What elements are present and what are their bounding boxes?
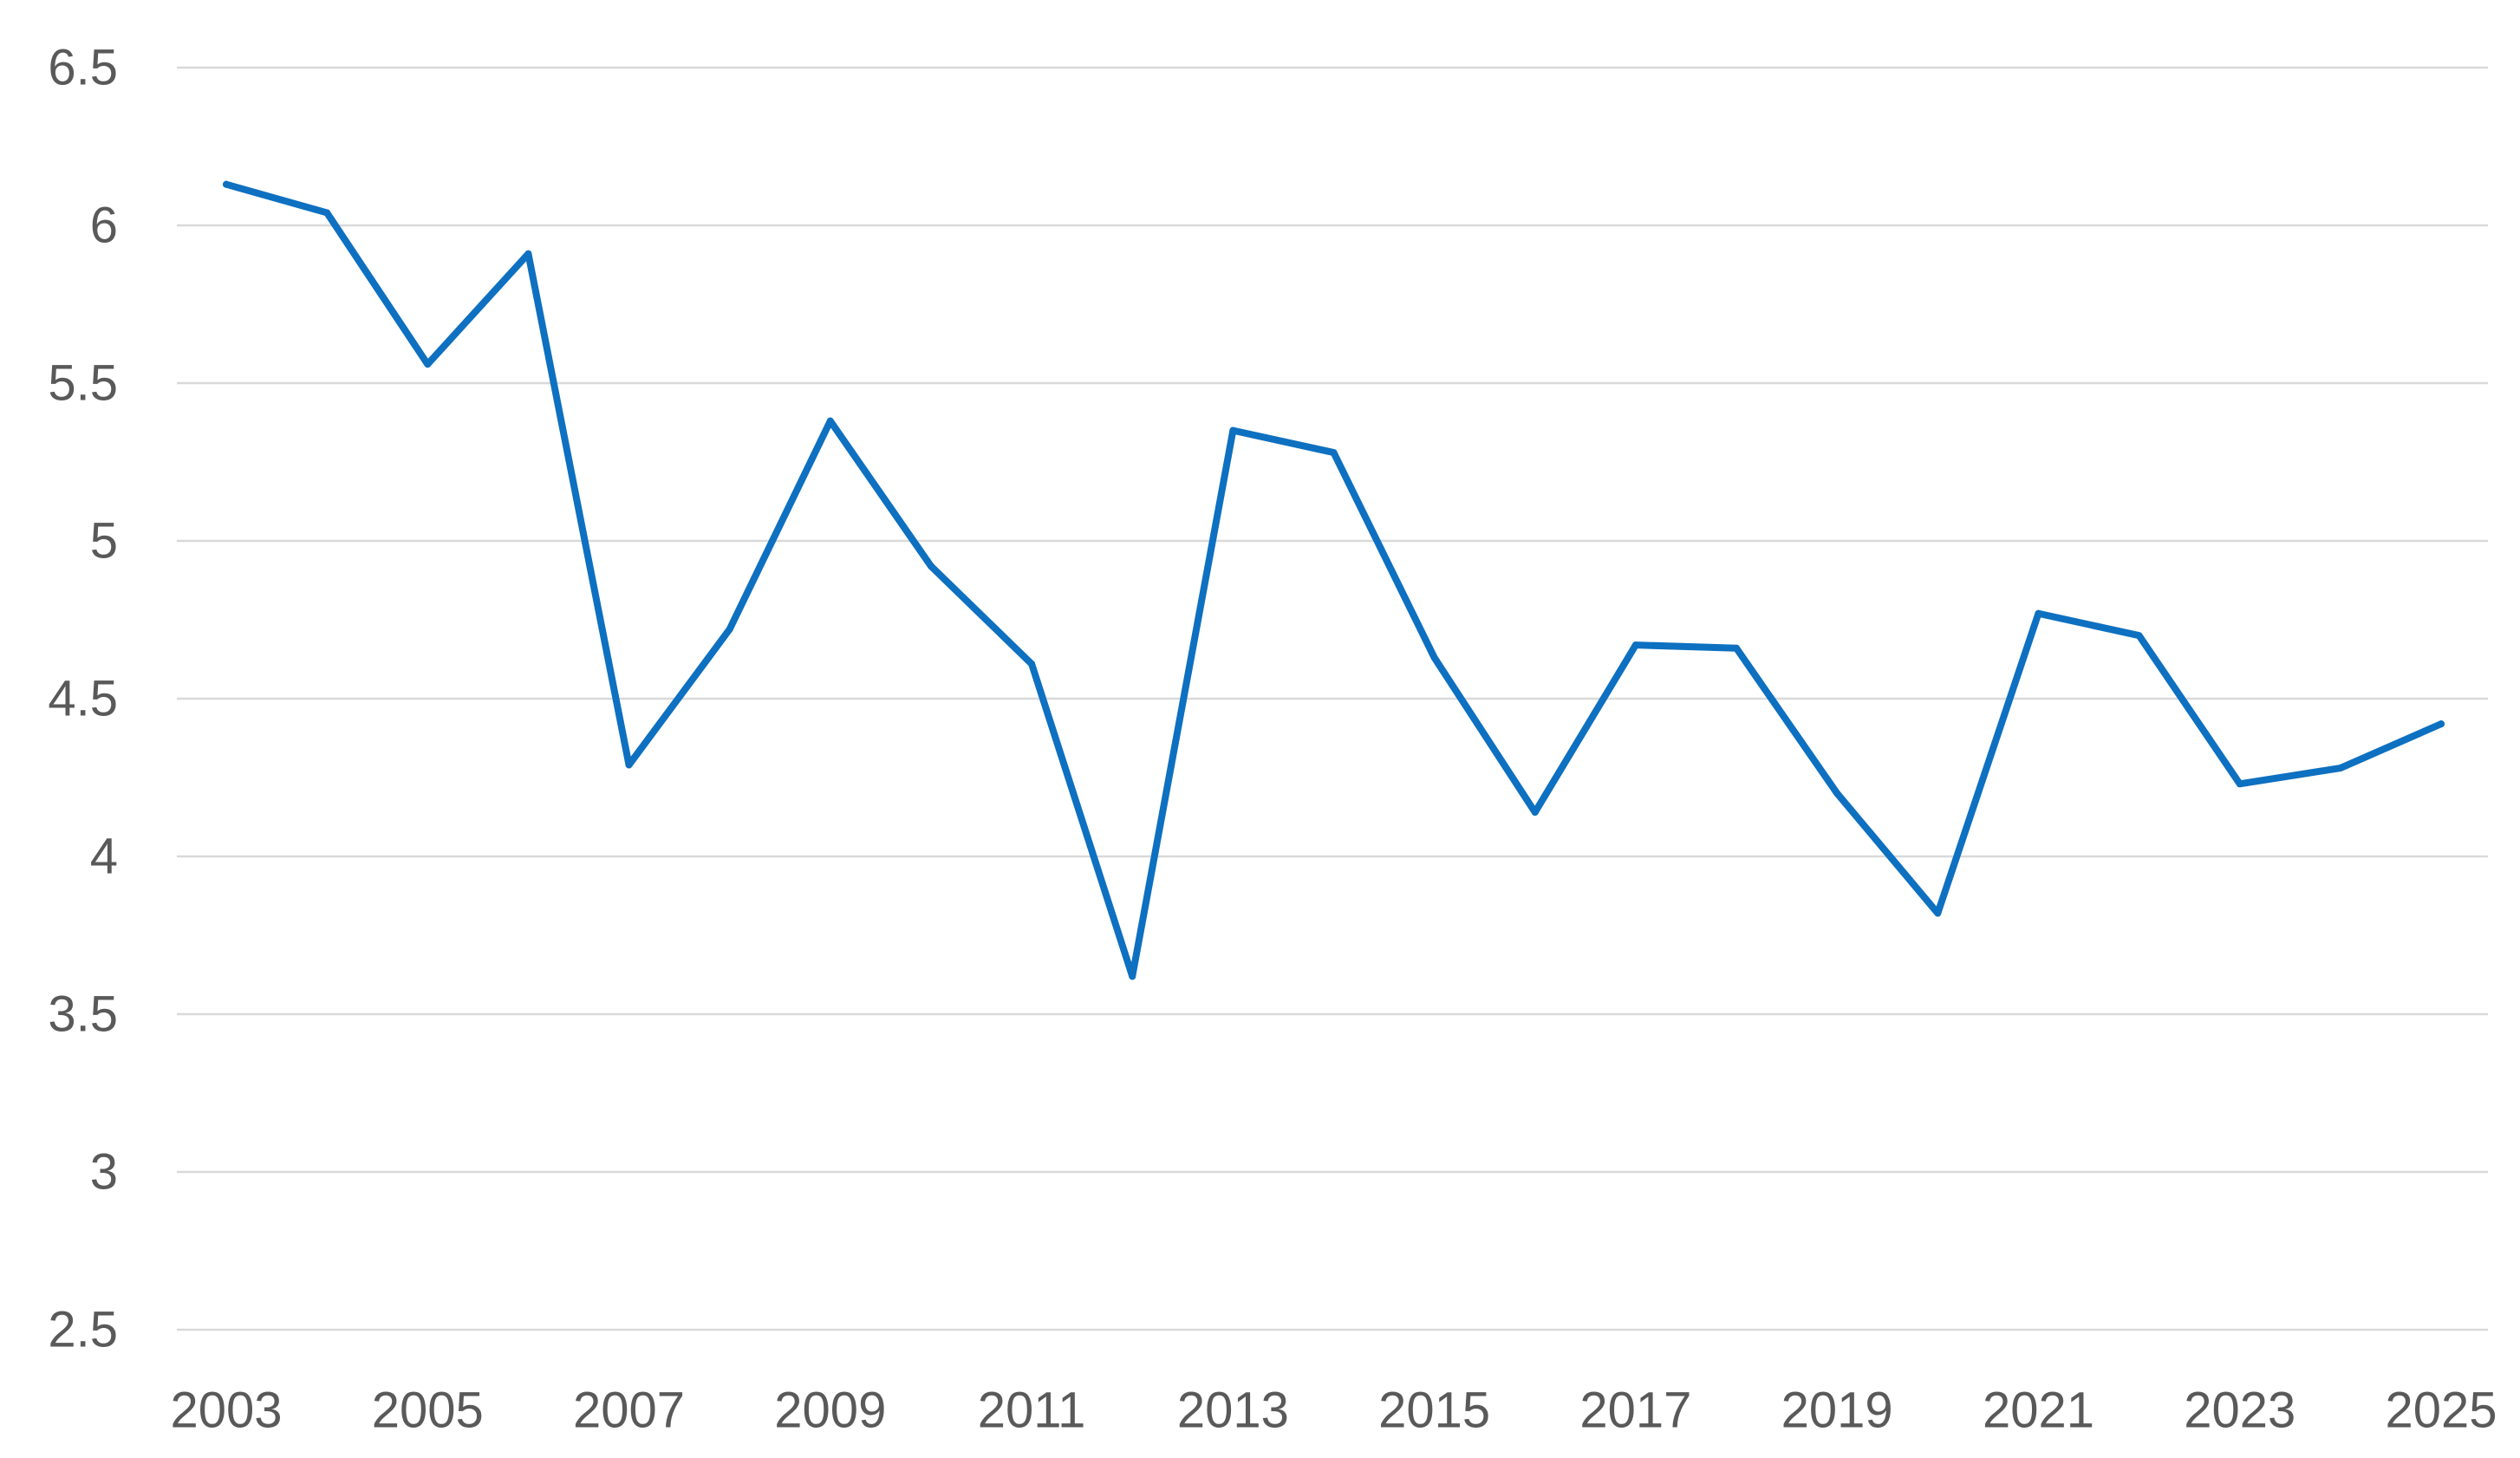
x-tick-label: 2005 [372,1383,484,1439]
x-tick-label: 2013 [1177,1383,1289,1439]
data-point [1430,654,1438,661]
data-point [1330,449,1338,457]
data-point [2135,632,2143,640]
data-point [323,209,331,217]
data-point [1028,660,1036,667]
x-tick-label: 2009 [774,1383,886,1439]
data-point [726,625,733,633]
data-point [424,361,432,368]
data-point [1833,790,1841,797]
series-line [223,180,2445,980]
series-layer [223,180,2445,980]
data-point [826,417,834,425]
y-axis-tick-labels: 6.5 6 5.5 5 4.5 4 3.5 3 2.5 [48,40,118,1358]
data-point [927,563,934,570]
y-tick-label: 5 [90,513,118,570]
x-tick-label: 2015 [1378,1383,1490,1439]
gridlines [177,66,2488,1331]
data-point [2236,780,2243,788]
x-tick-label: 2007 [573,1383,685,1439]
data-point [1631,641,1639,649]
data-point [1934,909,1942,917]
data-point [223,180,230,188]
data-point [625,761,633,769]
data-point [1129,973,1136,980]
y-tick-label: 5.5 [48,355,118,412]
x-tick-label: 2003 [170,1383,282,1439]
y-tick-label: 6 [90,198,118,254]
x-tick-label: 2017 [1579,1383,1691,1439]
y-tick-label: 3 [90,1144,118,1201]
data-point [1229,426,1237,434]
data-point [2438,720,2445,728]
data-point [1733,644,1741,652]
y-tick-label: 4 [90,829,118,885]
x-axis-tick-labels: 2003 2005 2007 2009 2011 2013 2015 2017 2019 2021… [170,1383,2497,1439]
x-tick-label: 2025 [2385,1383,2497,1439]
x-tick-label: 2011 [978,1383,1086,1439]
y-tick-label: 6.5 [48,40,118,96]
y-tick-label: 4.5 [48,671,118,727]
data-point [2035,609,2042,617]
y-tick-label: 3.5 [48,986,118,1043]
data-point [1531,809,1539,817]
y-tick-label: 2.5 [48,1302,118,1358]
x-tick-label: 2021 [1983,1383,2094,1439]
data-point [2336,765,2344,772]
x-tick-label: 2023 [2184,1383,2295,1439]
data-point [524,250,532,257]
x-tick-label: 2019 [1781,1383,1893,1439]
